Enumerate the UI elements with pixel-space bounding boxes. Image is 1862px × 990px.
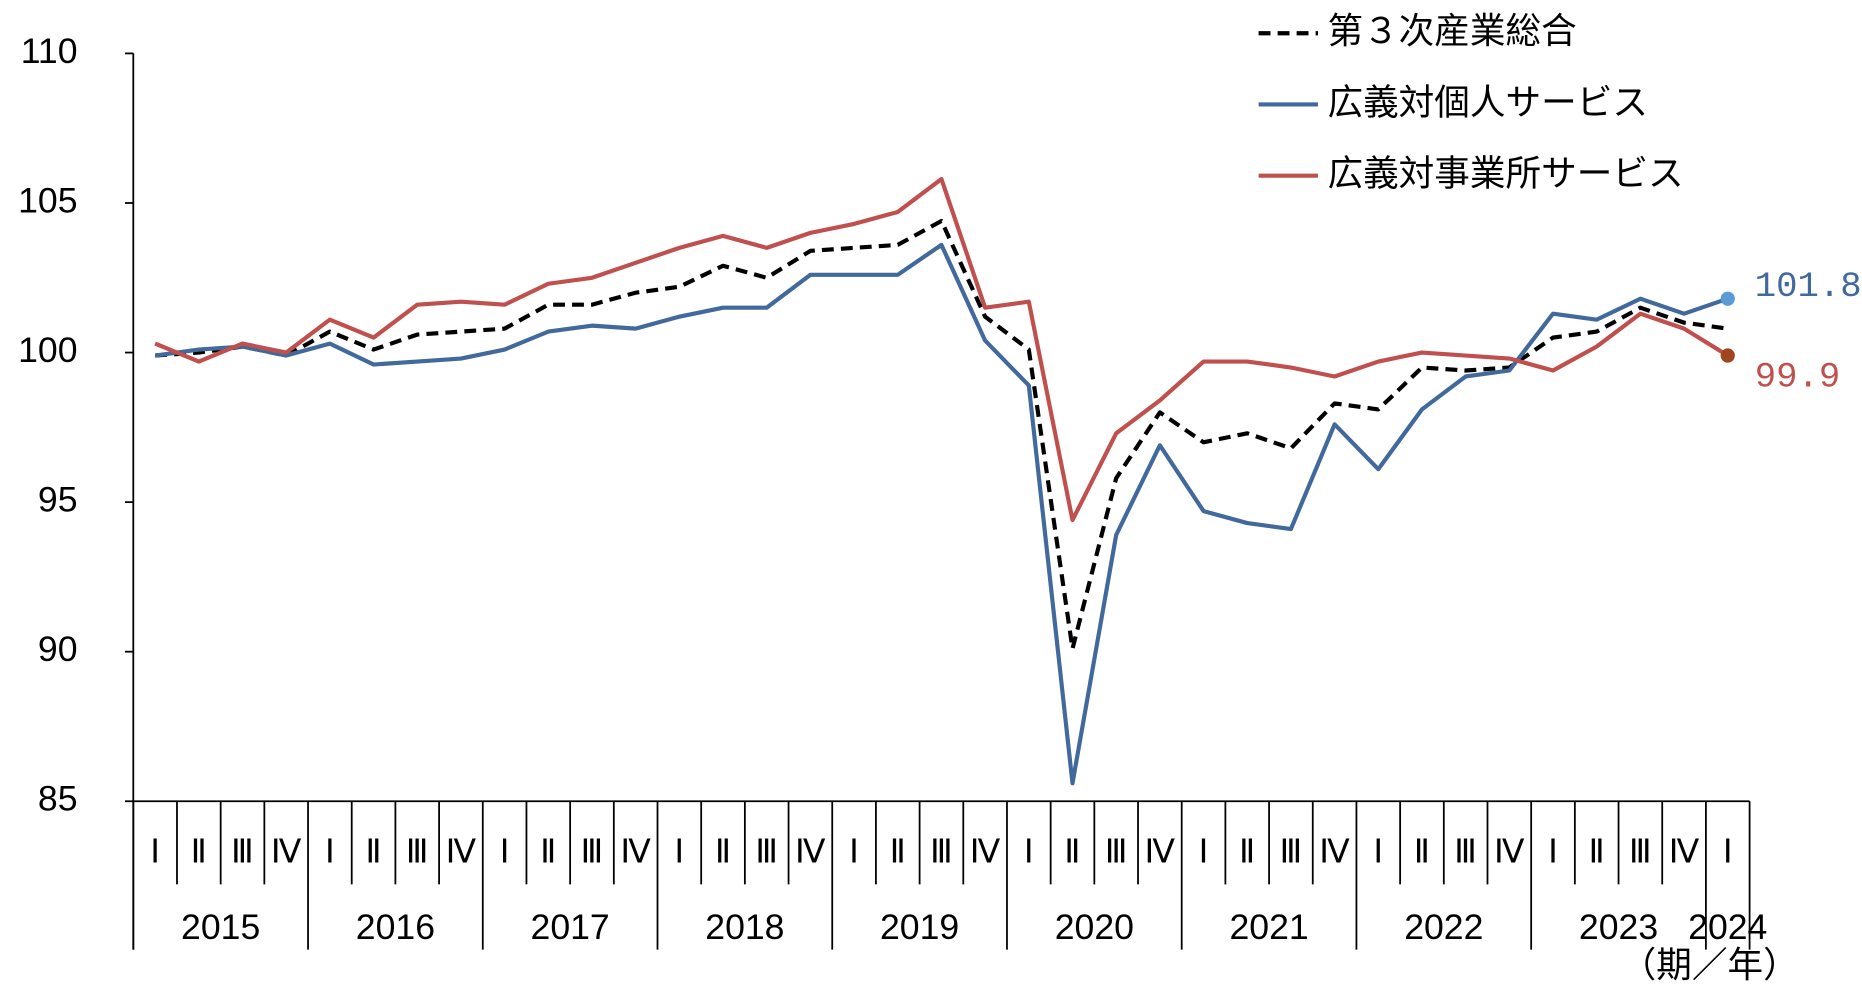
x-tick-label: Ⅰ (1024, 833, 1034, 870)
x-tick-label: Ⅲ (1454, 833, 1477, 870)
year-label: 2018 (705, 907, 784, 947)
series-line (155, 218, 1729, 651)
x-tick-label: Ⅲ (581, 833, 604, 870)
x-tick-label: Ⅰ (1199, 833, 1209, 870)
x-tick-label: Ⅱ (1239, 833, 1255, 870)
x-tick-label: Ⅳ (1494, 833, 1525, 870)
year-label: 2024 (1688, 907, 1767, 947)
x-tick-label: Ⅲ (406, 833, 429, 870)
x-tick-label: Ⅰ (325, 833, 335, 870)
x-unit: （期／年） (1621, 945, 1799, 985)
x-tick-label: Ⅰ (150, 833, 160, 870)
y-tick-label: 90 (38, 629, 78, 669)
x-tick-label: Ⅰ (1548, 833, 1558, 870)
x-tick-label: Ⅱ (890, 833, 906, 870)
x-tick-label: Ⅲ (231, 833, 254, 870)
x-tick-label: Ⅳ (446, 833, 477, 870)
legend-label: 第３次産業総合 (1327, 11, 1576, 52)
x-tick-label: Ⅰ (500, 833, 510, 870)
year-label: 2020 (1055, 907, 1134, 947)
year-label: 2016 (356, 907, 435, 947)
x-tick-label: Ⅳ (1669, 833, 1700, 870)
end-label: 101.8 (1755, 266, 1862, 307)
x-tick-label: Ⅰ (674, 833, 684, 870)
legend-label: 広義対事業所サービス (1327, 154, 1683, 195)
year-label: 2017 (531, 907, 610, 947)
x-tick-label: Ⅱ (540, 833, 556, 870)
y-tick-label: 85 (38, 779, 78, 819)
end-label: 99.9 (1755, 356, 1840, 397)
year-label: 2019 (880, 907, 959, 947)
end-marker (1720, 348, 1735, 363)
x-tick-label: Ⅳ (1319, 833, 1350, 870)
x-tick-label: Ⅰ (1373, 833, 1383, 870)
x-tick-label: Ⅳ (795, 833, 826, 870)
legend-label: 広義対個人サービス (1327, 82, 1648, 123)
x-tick-label: Ⅱ (715, 833, 731, 870)
series-line (154, 242, 1729, 786)
series-line (154, 176, 1729, 523)
x-tick-label: Ⅳ (271, 833, 302, 870)
year-label: 2021 (1229, 907, 1308, 947)
x-tick-label: Ⅳ (620, 833, 651, 870)
x-tick-label: Ⅱ (365, 833, 381, 870)
x-tick-label: Ⅲ (1105, 833, 1128, 870)
x-tick-label: Ⅲ (1629, 833, 1652, 870)
x-tick-label: Ⅲ (1279, 833, 1302, 870)
year-label: 2022 (1404, 907, 1483, 947)
y-tick-label: 105 (18, 180, 77, 220)
x-tick-label: Ⅰ (849, 833, 859, 870)
y-tick-label: 100 (18, 330, 77, 370)
x-tick-label: Ⅳ (1145, 833, 1176, 870)
x-tick-label: Ⅲ (755, 833, 778, 870)
year-label: 2015 (181, 907, 260, 947)
x-tick-label: Ⅱ (1414, 833, 1430, 870)
end-marker (1720, 291, 1735, 306)
year-label: 2023 (1579, 907, 1658, 947)
y-tick-label: 95 (38, 480, 78, 520)
y-tick-label: 110 (21, 31, 78, 71)
x-tick-label: Ⅱ (1589, 833, 1605, 870)
x-tick-label: Ⅲ (930, 833, 953, 870)
x-tick-label: Ⅱ (191, 833, 207, 870)
x-tick-label: Ⅱ (1064, 833, 1080, 870)
x-tick-label: Ⅳ (970, 833, 1001, 870)
x-tick-label: Ⅰ (1723, 833, 1733, 870)
